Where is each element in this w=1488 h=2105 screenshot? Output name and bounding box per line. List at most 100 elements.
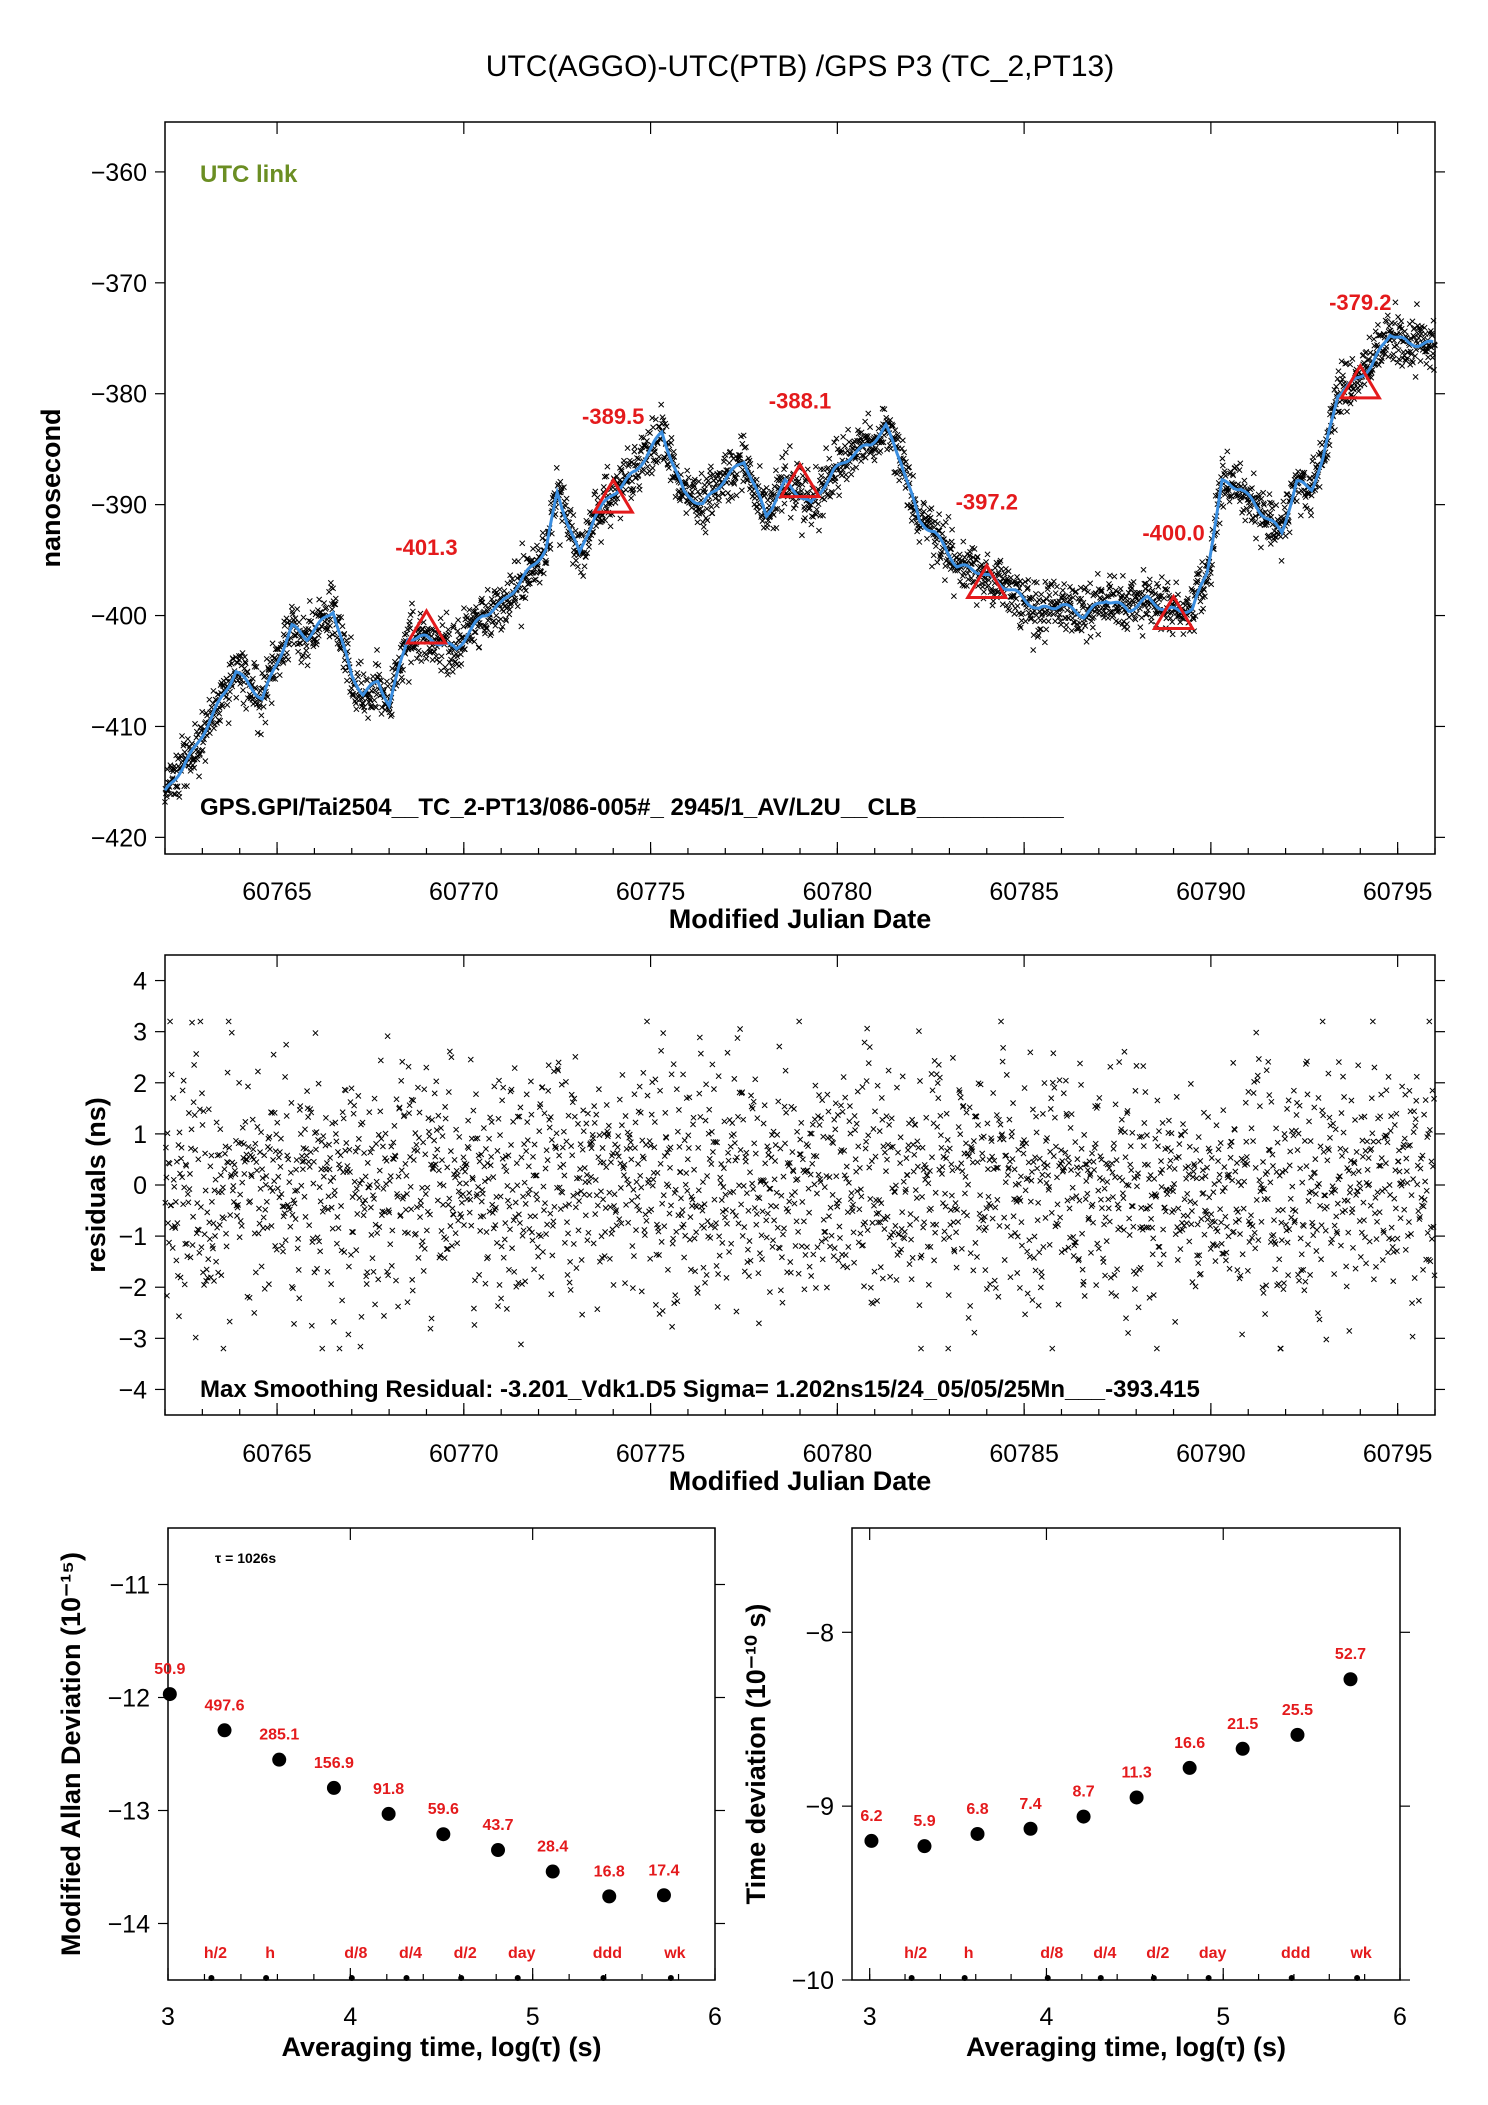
residual-point xyxy=(427,1325,434,1332)
data-point xyxy=(1185,602,1192,609)
residual-point xyxy=(864,1227,871,1234)
residual-point xyxy=(504,1197,511,1204)
data-point xyxy=(206,730,213,737)
data-point xyxy=(264,693,271,700)
residual-point xyxy=(1021,1085,1028,1091)
data-point xyxy=(199,746,206,753)
data-point xyxy=(691,476,698,483)
residual-point xyxy=(644,1092,651,1099)
residual-point xyxy=(743,1190,750,1197)
residual-point xyxy=(874,1082,881,1089)
residual-point xyxy=(619,1071,626,1078)
data-point xyxy=(1179,600,1186,607)
residual-point xyxy=(1090,1158,1097,1165)
residual-point xyxy=(544,1221,551,1228)
data-point xyxy=(713,502,720,509)
residual-point xyxy=(444,1164,451,1171)
data-point xyxy=(1010,593,1017,600)
residual-point xyxy=(842,1094,849,1101)
residual-point xyxy=(595,1086,602,1093)
data-point xyxy=(355,673,362,680)
residual-point xyxy=(886,1121,893,1128)
data-point xyxy=(557,478,564,485)
data-point xyxy=(236,657,243,663)
residual-point xyxy=(1088,1249,1094,1256)
data-point xyxy=(945,513,952,520)
data-point xyxy=(810,513,817,520)
residual-point xyxy=(668,1071,675,1078)
residual-point xyxy=(363,1281,370,1287)
residual-point xyxy=(206,1236,213,1243)
residual-point xyxy=(494,1147,501,1154)
data-point xyxy=(438,653,445,660)
residual-point xyxy=(627,1145,634,1152)
residual-point xyxy=(475,1183,482,1190)
data-point xyxy=(242,658,249,665)
residual-point xyxy=(787,1269,794,1276)
residual-point xyxy=(565,1112,572,1119)
data-point xyxy=(695,478,702,485)
residual-point xyxy=(1149,1224,1156,1231)
data-point xyxy=(1133,610,1140,617)
data-point xyxy=(829,489,836,496)
residual-point xyxy=(901,1228,908,1235)
data-point xyxy=(574,563,581,570)
residual-point xyxy=(1010,1213,1017,1220)
residual-point xyxy=(252,1140,259,1147)
residual-point xyxy=(630,1253,637,1259)
data-point xyxy=(400,666,406,673)
residual-point xyxy=(820,1216,827,1223)
residual-point xyxy=(1130,1223,1137,1230)
residual-point xyxy=(549,1252,556,1259)
residual-point xyxy=(1154,1143,1161,1150)
data-point xyxy=(376,671,383,678)
data-point xyxy=(949,526,956,533)
residual-point xyxy=(837,1235,843,1241)
data-point xyxy=(1059,587,1066,594)
residual-point xyxy=(539,1084,546,1091)
residual-point xyxy=(1016,1284,1023,1291)
data-point xyxy=(519,540,526,547)
residual-point xyxy=(221,1166,228,1173)
data-point xyxy=(1257,544,1264,551)
residual-point xyxy=(470,1107,477,1114)
residual-point xyxy=(578,1257,585,1263)
residual-point xyxy=(925,1281,932,1288)
residual-point xyxy=(333,1240,340,1247)
residual-point xyxy=(1194,1221,1201,1228)
residual-point xyxy=(497,1193,504,1200)
data-point xyxy=(1280,498,1287,505)
residual-point xyxy=(460,1154,467,1161)
data-point xyxy=(1167,615,1174,622)
residual-point xyxy=(881,1149,888,1156)
residual-point xyxy=(208,1152,215,1159)
residual-point xyxy=(631,1091,638,1098)
residual-point xyxy=(275,1173,282,1180)
data-point xyxy=(302,626,309,632)
residual-point xyxy=(703,1081,710,1088)
residual-point xyxy=(222,1150,228,1157)
residual-point xyxy=(773,1189,780,1196)
residual-point xyxy=(353,1247,360,1254)
residual-point xyxy=(295,1235,302,1242)
data-point xyxy=(195,731,202,738)
residual-point xyxy=(641,1227,648,1233)
residual-point xyxy=(664,1266,671,1273)
residual-point xyxy=(703,1271,710,1278)
residual-point xyxy=(749,1180,756,1187)
data-point xyxy=(729,494,735,501)
residual-point xyxy=(770,1237,776,1244)
residual-point xyxy=(913,1216,920,1222)
residual-point xyxy=(704,1173,711,1179)
residual-point xyxy=(1171,1165,1178,1172)
residual-point xyxy=(271,1109,278,1116)
residual-point xyxy=(567,1258,574,1265)
residual-point xyxy=(174,1220,181,1227)
residual-point xyxy=(690,1114,697,1121)
residual-point xyxy=(492,1204,499,1211)
data-point xyxy=(708,503,715,510)
residual-point xyxy=(628,1156,635,1163)
residual-point xyxy=(814,1190,820,1197)
data-point xyxy=(1111,573,1118,580)
residual-point xyxy=(1032,1154,1038,1161)
